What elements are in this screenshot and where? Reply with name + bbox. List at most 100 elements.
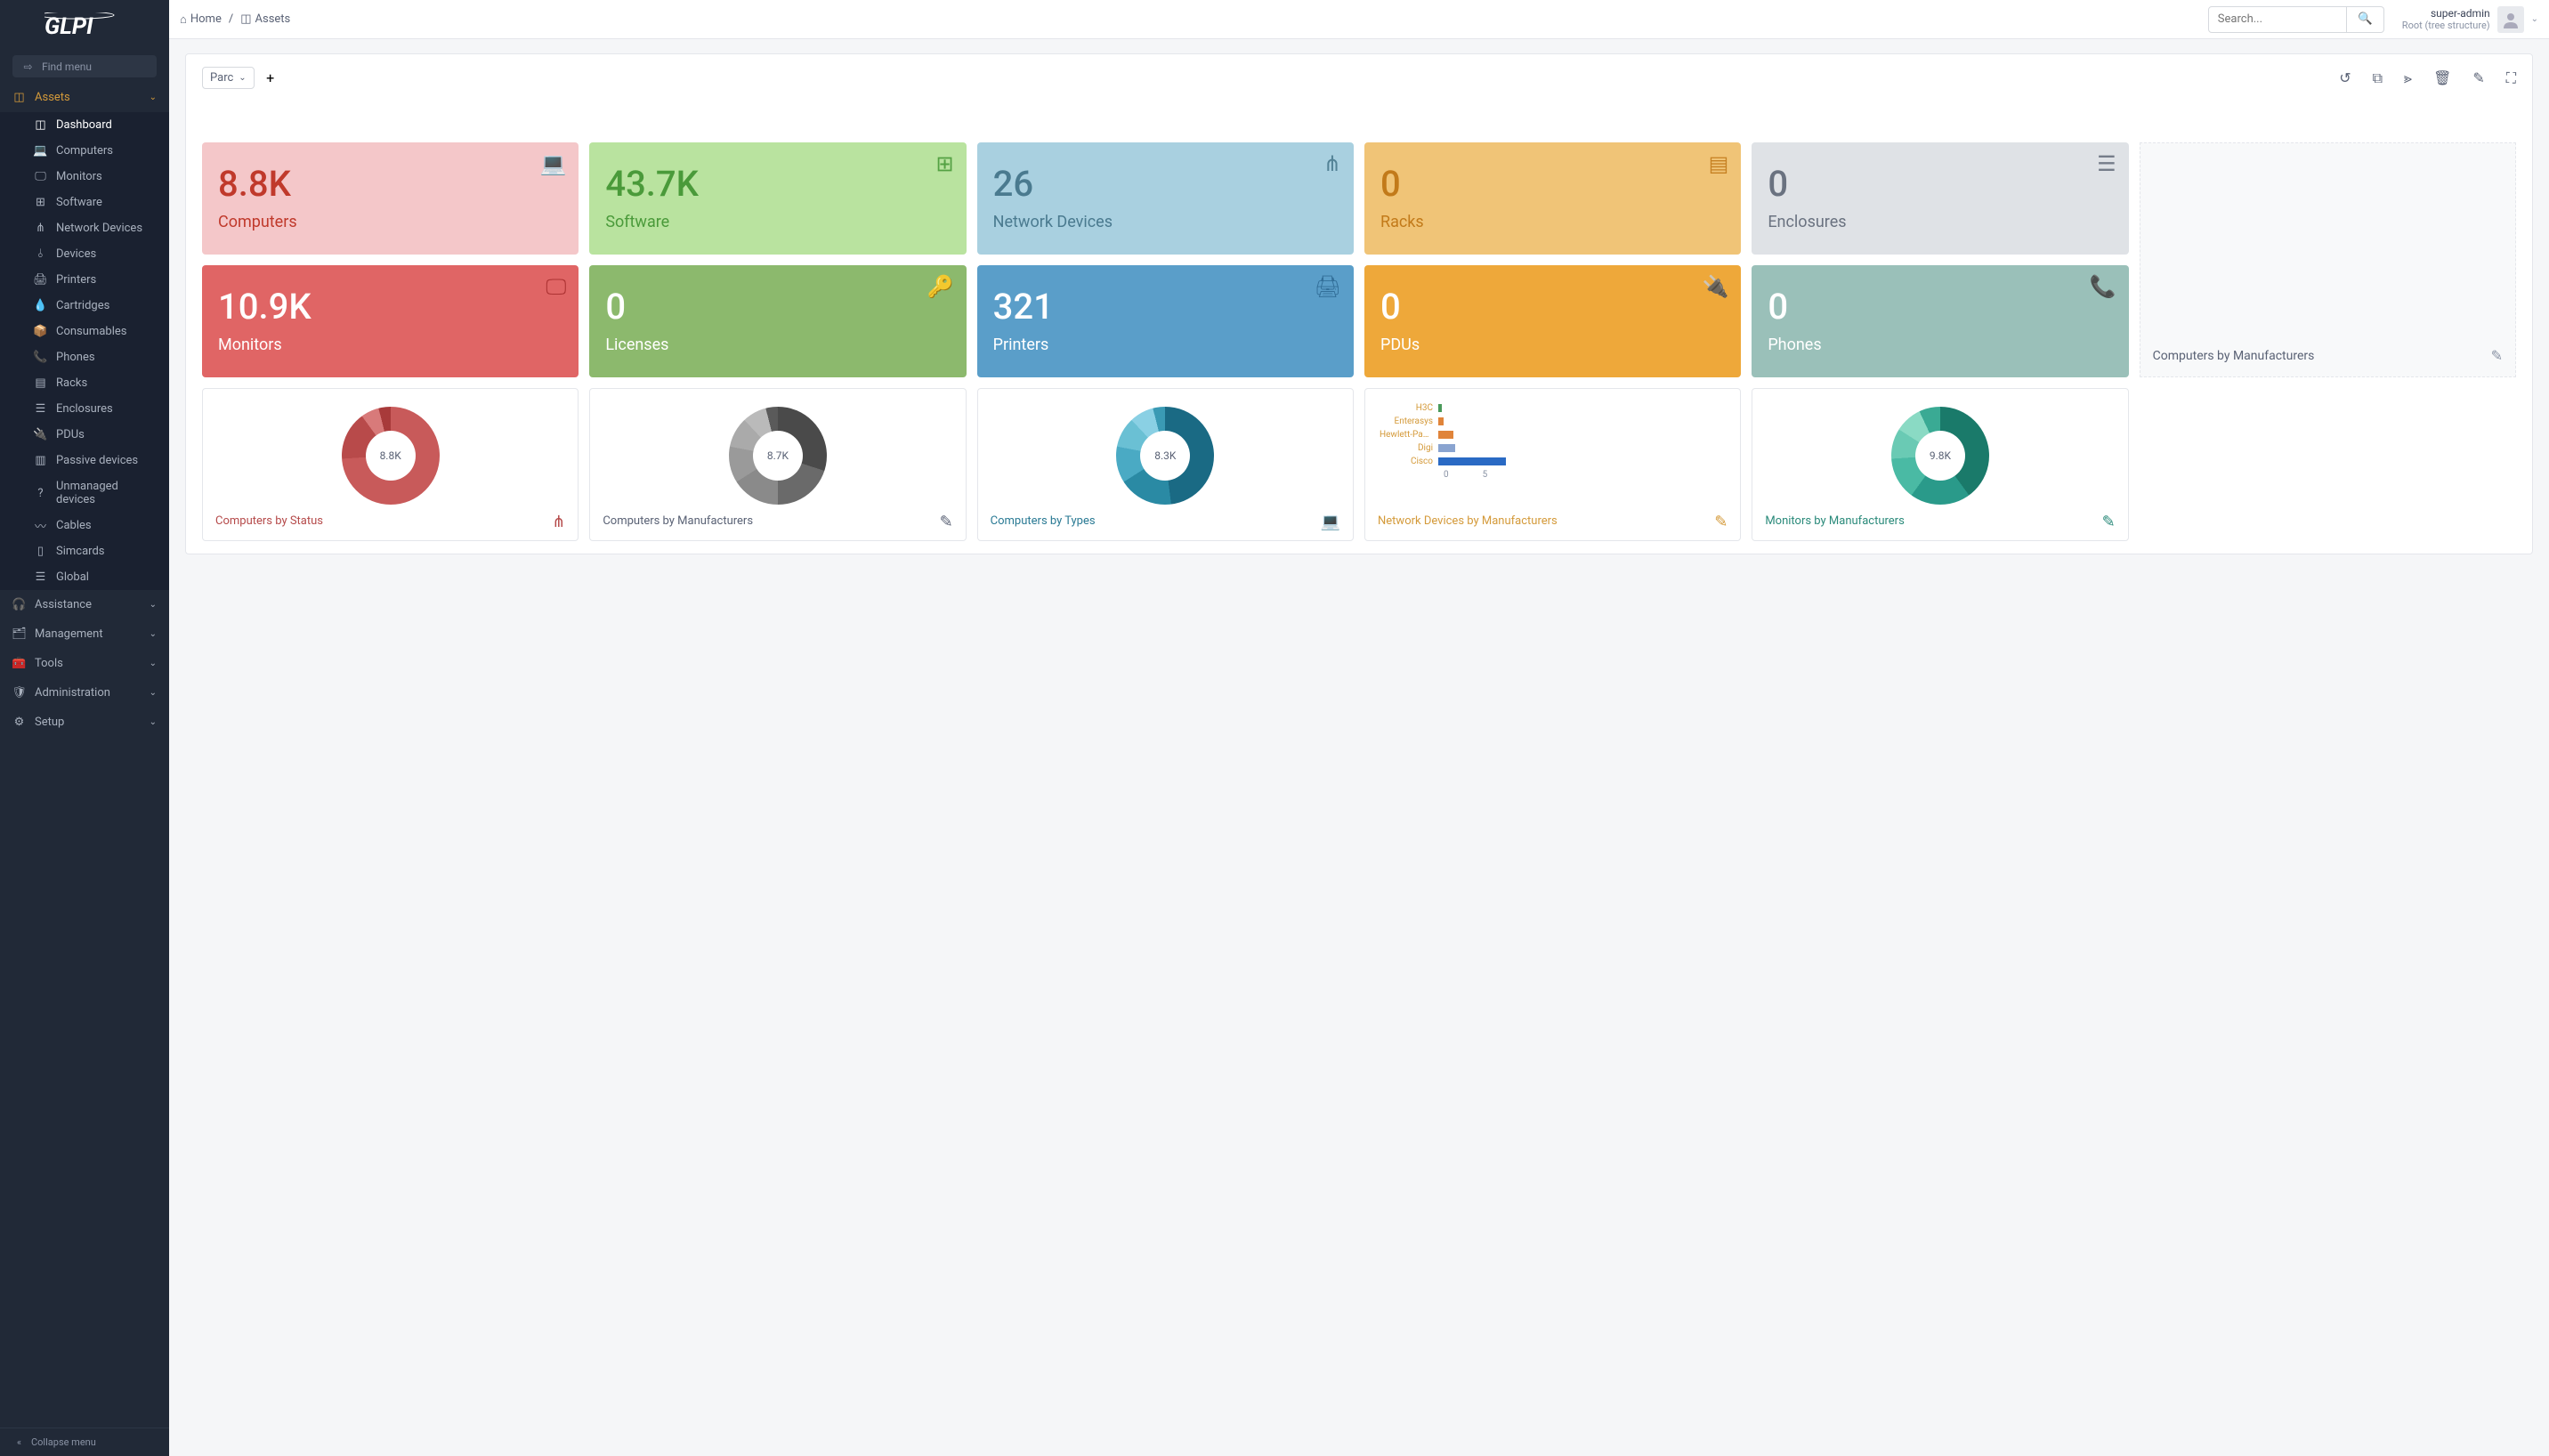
sidebar-item-enclosures[interactable]: ☰Enclosures (0, 396, 169, 422)
sidebar-item-global[interactable]: ☰Global (0, 564, 169, 590)
collapse-label: Collapse menu (31, 1436, 96, 1448)
chart-title: Monitors by Manufacturers (1765, 514, 1904, 530)
sidebar-item-devices[interactable]: ⫰Devices (0, 241, 169, 267)
search-input[interactable] (2208, 6, 2347, 33)
dashboard-selector[interactable]: Parc ⌄ (202, 67, 255, 89)
sidebar-item-simcards[interactable]: ▯Simcards (0, 538, 169, 564)
menu-label: Assistance (35, 598, 92, 611)
dashboard-panel: Parc ⌄ + ↺ ⧉ ⪢ 🗑 ✎ ⛶ 8.8KComputers💻43.7K… (185, 53, 2533, 554)
chart-network-devices-by-manufacturers[interactable]: H3CEnterasysHewlett-Pack...DigiCisco05Ne… (1364, 388, 1741, 541)
edit-icon: ✎ (2102, 513, 2116, 531)
chart-computers-by-status[interactable]: 8.8KComputers by Status⋔ (202, 388, 579, 541)
sidebar-item-label: Simcards (56, 545, 104, 558)
global-icon: ☰ (34, 570, 47, 584)
stat-card-racks[interactable]: 0Racks▤ (1364, 142, 1741, 255)
copy-button[interactable]: ⧉ (2373, 69, 2383, 87)
sidebar-item-label: Passive devices (56, 454, 138, 467)
sidebar-item-computers[interactable]: 💻Computers (0, 138, 169, 164)
sidebar-item-software[interactable]: ⊞Software (0, 190, 169, 215)
search-button[interactable]: 🔍 (2347, 6, 2384, 33)
user-area[interactable]: super-admin Root (tree structure) ⌄ (2402, 6, 2538, 33)
stat-card-licenses[interactable]: 0Licenses🔑 (589, 265, 966, 377)
menu-setup[interactable]: ⚙ Setup ⌄ (0, 708, 169, 737)
chart-center: 8.8K (380, 449, 401, 462)
sidebar-item-label: Phones (56, 351, 95, 364)
sidebar-item-unmanaged-devices[interactable]: ?Unmanaged devices (0, 473, 169, 513)
stat-label: Enclosures (1768, 213, 2112, 231)
sidebar-item-monitors[interactable]: 🖵Monitors (0, 164, 169, 190)
tree-icon: ⋔ (552, 513, 565, 531)
share-button[interactable]: ⪢ (2404, 69, 2412, 87)
chart-title: Network Devices by Manufacturers (1378, 514, 1558, 530)
stat-value: 0 (1768, 289, 2112, 325)
sidebar-item-passive-devices[interactable]: ▥Passive devices (0, 448, 169, 473)
stat-label: Software (605, 213, 950, 231)
logo[interactable]: GLPI (0, 0, 169, 50)
sidebar-item-phones[interactable]: 📞 Phones (0, 344, 169, 370)
bar-label: Cisco (1380, 457, 1438, 466)
selector-label: Parc (210, 71, 233, 85)
plug-icon: 🔌 (1702, 274, 1728, 299)
menu-tools[interactable]: 🧰 Tools ⌄ (0, 649, 169, 678)
menu-administration[interactable]: 🛡 Administration ⌄ (0, 678, 169, 708)
empty-title: Computers by Manufacturers (2153, 349, 2315, 363)
sidebar-item-cartridges[interactable]: 💧Cartridges (0, 293, 169, 319)
chevron-down-icon: ⌄ (150, 717, 157, 727)
chart-monitors-by-manufacturers[interactable]: 9.8K Monitors by Manufacturers ✎ (1752, 388, 2128, 541)
sidebar-item-label: Network Devices (56, 222, 142, 235)
sidebar-item-pdus[interactable]: 🔌PDUs (0, 422, 169, 448)
edit-button[interactable]: ✎ (2472, 69, 2484, 87)
main: ⌂Home / ◫Assets 🔍 super-admin Root (tree… (169, 0, 2549, 1456)
chart-computers-by-manufacturers[interactable]: 8.7KComputers by Manufacturers✎ (589, 388, 966, 541)
sidebar-item-label: Printers (56, 273, 96, 287)
stat-card-network-devices[interactable]: 26Network Devices⋔ (977, 142, 1354, 255)
menu-management[interactable]: 🗂 Management ⌄ (0, 619, 169, 649)
delete-button[interactable]: 🗑 (2433, 69, 2451, 87)
find-menu-label: Find menu (42, 61, 92, 73)
history-button[interactable]: ↺ (2339, 69, 2351, 87)
sidebar-item-cables[interactable]: 〰Cables (0, 513, 169, 538)
dashboard-grid: 8.8KComputers💻43.7KSoftware⊞26Network De… (202, 142, 2516, 541)
fullscreen-button[interactable]: ⛶ (2506, 69, 2516, 87)
sidebar-item-label: Enclosures (56, 402, 113, 416)
rack-icon: ▤ (34, 376, 47, 390)
find-menu[interactable]: ⇨ Find menu (12, 55, 157, 77)
svg-text:GLPI: GLPI (45, 13, 93, 40)
stat-card-monitors[interactable]: 10.9KMonitors🖵 (202, 265, 579, 377)
chart-computers-by-types[interactable]: 8.3KComputers by Types💻 (977, 388, 1354, 541)
stat-label: Racks (1380, 213, 1725, 231)
sidebar-item-consumables[interactable]: 📦Consumables (0, 319, 169, 344)
chart-center: 9.8K (1930, 449, 1951, 462)
empty-widget[interactable]: Computers by Manufacturers✎ (2140, 142, 2516, 377)
chevron-down-icon: ⌄ (150, 629, 157, 639)
add-dashboard-button[interactable]: + (262, 69, 279, 87)
search-box: 🔍 (2208, 6, 2384, 33)
rack-icon: ▤ (1709, 151, 1729, 176)
sidebar-item-racks[interactable]: ▤Racks (0, 370, 169, 396)
stat-card-computers[interactable]: 8.8KComputers💻 (202, 142, 579, 255)
user-text: super-admin Root (tree structure) (2402, 7, 2490, 31)
stat-card-phones[interactable]: 0Phones📞 (1752, 265, 2128, 377)
breadcrumb-home[interactable]: ⌂Home (180, 12, 222, 27)
sidebar-item-printers[interactable]: 🖨Printers (0, 267, 169, 293)
phone-icon: 📞 (34, 351, 47, 364)
briefcase-icon: 🧰 (12, 657, 26, 670)
chart-title: Computers by Types (991, 514, 1096, 530)
stat-card-printers[interactable]: 321Printers🖨 (977, 265, 1354, 377)
stat-card-pdus[interactable]: 0PDUs🔌 (1364, 265, 1741, 377)
laptop-icon: 💻 (34, 144, 47, 158)
menu-assistance[interactable]: 🎧 Assistance ⌄ (0, 590, 169, 619)
plug-icon: 🔌 (34, 428, 47, 441)
stat-card-software[interactable]: 43.7KSoftware⊞ (589, 142, 966, 255)
stat-label: Computers (218, 213, 562, 231)
breadcrumb-sep: / (229, 12, 233, 26)
collapse-menu[interactable]: « Collapse menu (0, 1428, 169, 1456)
breadcrumb: ⌂Home / ◫Assets (180, 12, 290, 27)
menu-assets[interactable]: ◫ Assets ⌄ (0, 83, 169, 112)
breadcrumb-assets[interactable]: ◫Assets (240, 12, 290, 26)
key-icon: 🔑 (927, 274, 954, 299)
sidebar-item-network-devices[interactable]: ⋔Network Devices (0, 215, 169, 241)
sidebar-item-dashboard[interactable]: ◫Dashboard (0, 112, 169, 138)
stat-card-enclosures[interactable]: 0Enclosures☰ (1752, 142, 2128, 255)
home-icon: ⌂ (180, 12, 187, 27)
